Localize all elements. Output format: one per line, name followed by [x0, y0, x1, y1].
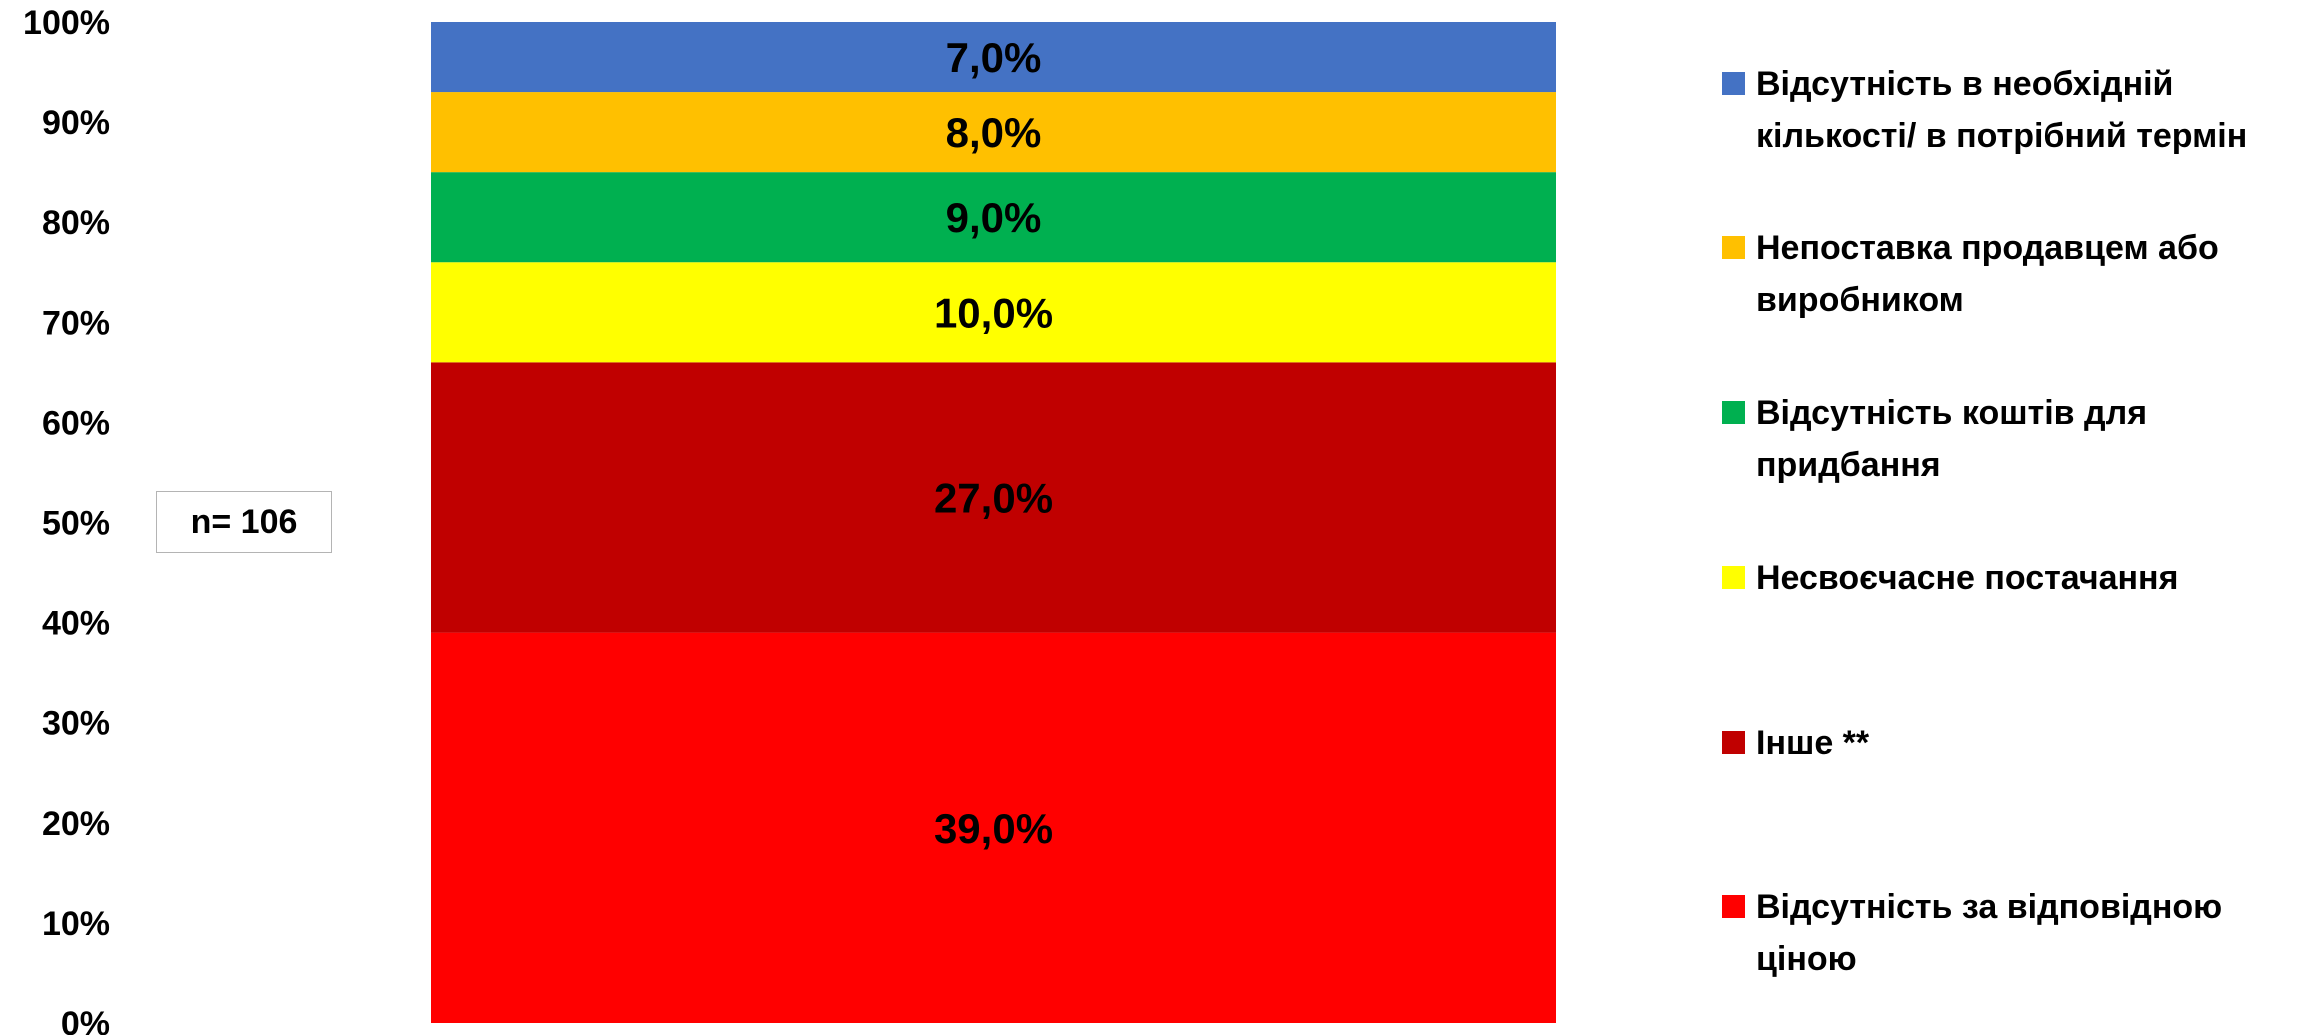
bar-segment: [431, 172, 1556, 263]
data-label: 9,0%: [946, 194, 1042, 241]
y-tick-label: 70%: [42, 304, 110, 342]
data-label: 8,0%: [946, 109, 1042, 156]
bar-segment: [431, 262, 1556, 363]
data-labels: 39,0% 27,0% 10,0% 9,0% 8,0% 7,0%: [934, 34, 1053, 852]
data-label: 27,0%: [934, 474, 1053, 521]
legend-label: Інше **: [1756, 724, 1870, 762]
data-label: 10,0%: [934, 289, 1053, 336]
bar-segment: [431, 92, 1556, 173]
legend-swatch: [1722, 72, 1745, 95]
legend-label: Відсутність коштів для придбання: [1756, 394, 2148, 484]
y-tick-label: 80%: [42, 204, 110, 242]
y-tick-label: 100%: [23, 4, 110, 42]
bar-stack: [431, 22, 1556, 1023]
y-axis: 0% 10% 20% 30% 40% 50% 60% 70% 80% 90% 100%: [23, 4, 110, 1035]
legend-label: Несвоєчасне постачання: [1756, 559, 2179, 597]
data-label: 39,0%: [934, 805, 1053, 852]
y-tick-label: 40%: [42, 605, 110, 643]
y-tick-label: 0%: [61, 1005, 110, 1035]
legend-swatch: [1722, 236, 1745, 259]
y-tick-label: 20%: [42, 805, 110, 843]
bar-segment: [431, 362, 1556, 633]
legend-label: Непоставка продавцем або виробником: [1756, 229, 2219, 319]
bar-segment: [431, 632, 1556, 1023]
y-tick-label: 50%: [42, 505, 110, 543]
legend-swatch: [1722, 566, 1745, 589]
y-tick-label: 90%: [42, 104, 110, 142]
y-tick-label: 30%: [42, 705, 110, 743]
legend-swatch: [1722, 401, 1745, 424]
data-label: 7,0%: [946, 34, 1042, 81]
y-tick-label: 10%: [42, 905, 110, 943]
legend-swatch: [1722, 731, 1745, 754]
legend-swatch: [1722, 895, 1745, 918]
legend-label: Відсутність в необхідній кількості/ в по…: [1756, 65, 2248, 155]
sample-size-annotation: n= 106: [156, 491, 332, 553]
y-tick-label: 60%: [42, 404, 110, 442]
chart-legend: Відсутність в необхідній кількості/ в по…: [1722, 0, 2302, 1035]
bar-segment: [431, 22, 1556, 93]
legend-label: Відсутність за відповідною ціною: [1756, 888, 2223, 978]
